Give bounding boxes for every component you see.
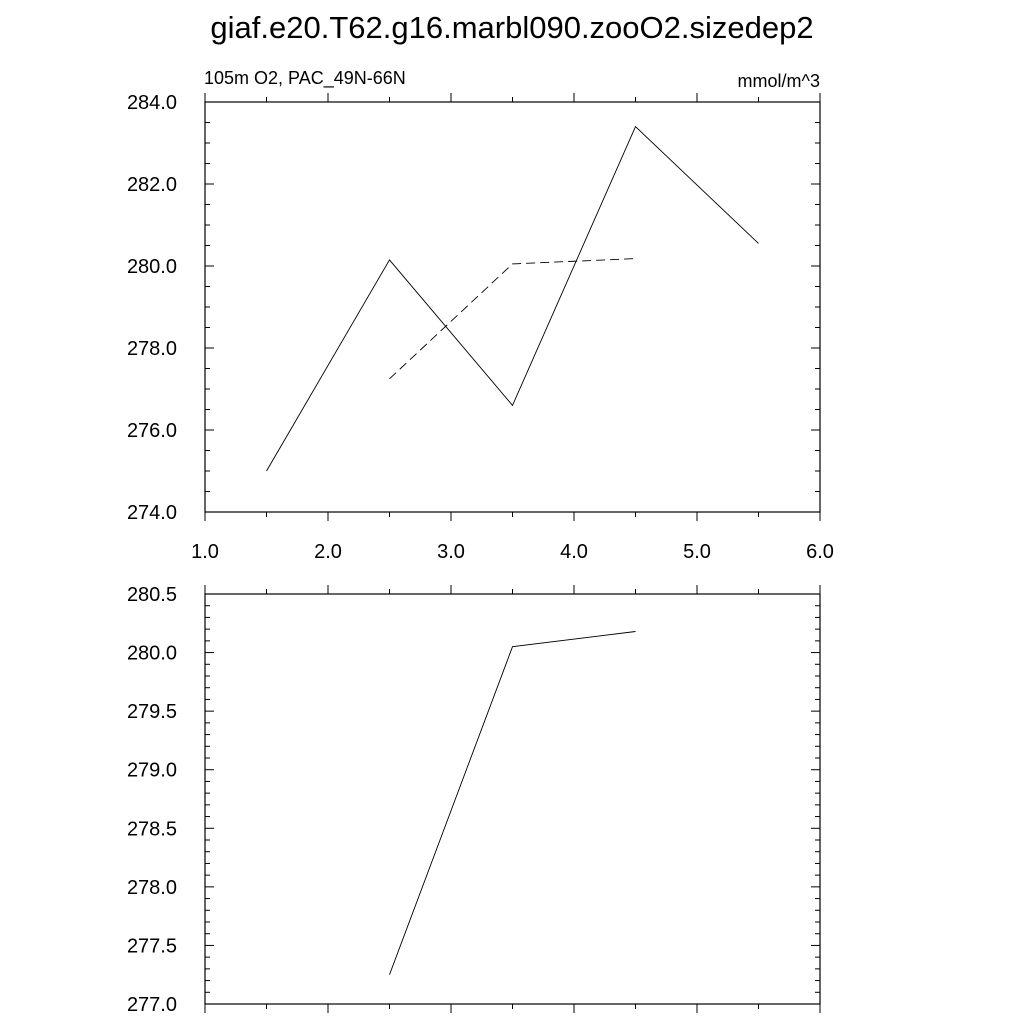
y-tick-label: 277.5 [127,935,177,957]
top-minor-ticks [205,97,820,517]
y-tick-label: 278.0 [127,338,177,360]
y-tick-label: 280.5 [127,584,177,606]
y-tick-label: 279.5 [127,701,177,723]
top-chart-units-label: mmol/m^3 [738,71,820,91]
y-tick-label: 280.0 [127,643,177,665]
top-series-solid-line [266,125,759,472]
y-tick-label: 278.5 [127,818,177,840]
x-tick-label: 1.0 [191,541,219,563]
bottom-chart-panel: 277.0 277.5 278.0 278.5 279.0 279.5 280.0 280.5 [127,584,821,1016]
figure-title: giaf.e20.T62.g16.marbl090.zooO2.sizedep2 [210,10,813,45]
x-tick-label: 6.0 [806,541,834,563]
top-chart-panel: 105m O2, PAC_49N-66N mmol/m^3 1.0 2.0 3.0 4… [127,68,834,563]
top-plot-frame [204,101,821,513]
y-tick-label: 277.0 [127,994,177,1016]
x-tick-label: 3.0 [437,541,465,563]
bottom-series-solid-line [389,631,636,975]
y-tick-label: 284.0 [127,92,177,114]
y-tick-label: 280.0 [127,256,177,278]
y-tick-label: 276.0 [127,420,177,442]
x-tick-label: 2.0 [314,541,342,563]
x-tick-label: 5.0 [683,541,711,563]
bottom-minor-ticks [205,589,820,1009]
y-tick-label: 274.0 [127,502,177,524]
y-tick-label: 278.0 [127,877,177,899]
top-series-dashed-line [389,258,636,380]
y-tick-label: 282.0 [127,174,177,196]
bottom-plot-frame [204,593,821,1005]
y-tick-label: 279.0 [127,760,177,782]
top-chart-left-label: 105m O2, PAC_49N-66N [204,68,406,89]
x-tick-label: 4.0 [560,541,588,563]
